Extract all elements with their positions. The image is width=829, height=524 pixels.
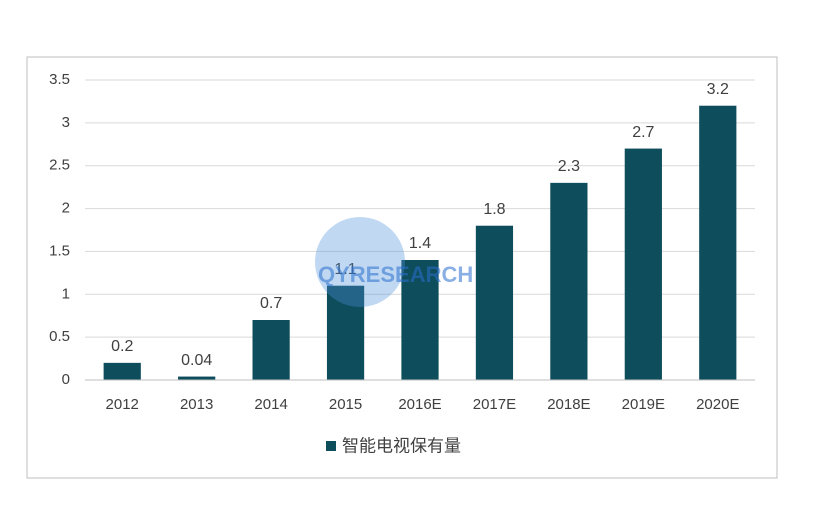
value-label: 1.4	[409, 235, 431, 252]
value-label: 0.7	[260, 295, 282, 312]
y-tick-label: 0.5	[49, 328, 70, 345]
bar	[401, 260, 439, 380]
bar	[252, 320, 290, 380]
value-label: 1.8	[483, 201, 505, 218]
y-tick-label: 1	[62, 285, 70, 302]
watermark: QYRESEARCH	[318, 262, 473, 287]
y-tick-label: 3	[62, 114, 70, 131]
legend-swatch	[326, 441, 336, 451]
value-label: 0.2	[111, 338, 133, 355]
x-tick-label: 2017E	[473, 396, 516, 413]
bar	[103, 362, 141, 380]
y-tick-label: 0	[62, 371, 70, 388]
value-label: 2.3	[558, 158, 580, 175]
watermark-globe	[315, 217, 405, 307]
y-tick-label: 1.5	[49, 242, 70, 259]
x-tick-label: 2020E	[696, 396, 739, 413]
x-tick-label: 2015	[329, 396, 362, 413]
value-label: 2.7	[632, 124, 654, 141]
x-tick-label: 2018E	[547, 396, 590, 413]
bar	[326, 285, 365, 380]
bar	[624, 148, 662, 380]
x-tick-label: 2016E	[398, 396, 441, 413]
x-tick-label: 2012	[106, 396, 139, 413]
y-tick-label: 2	[62, 200, 70, 217]
y-tick-label: 3.5	[49, 71, 70, 88]
bar	[475, 225, 514, 380]
x-tick-label: 2019E	[622, 396, 665, 413]
value-label: 0.04	[181, 352, 212, 369]
value-label: 3.2	[707, 81, 729, 98]
value-label: 1.1	[334, 261, 356, 278]
bar	[699, 105, 737, 380]
legend-label: 智能电视保有量	[342, 436, 461, 455]
bar	[178, 376, 216, 380]
bar	[550, 182, 588, 380]
y-tick-label: 2.5	[49, 157, 70, 174]
x-tick-label: 2013	[180, 396, 213, 413]
x-tick-label: 2014	[254, 396, 287, 413]
